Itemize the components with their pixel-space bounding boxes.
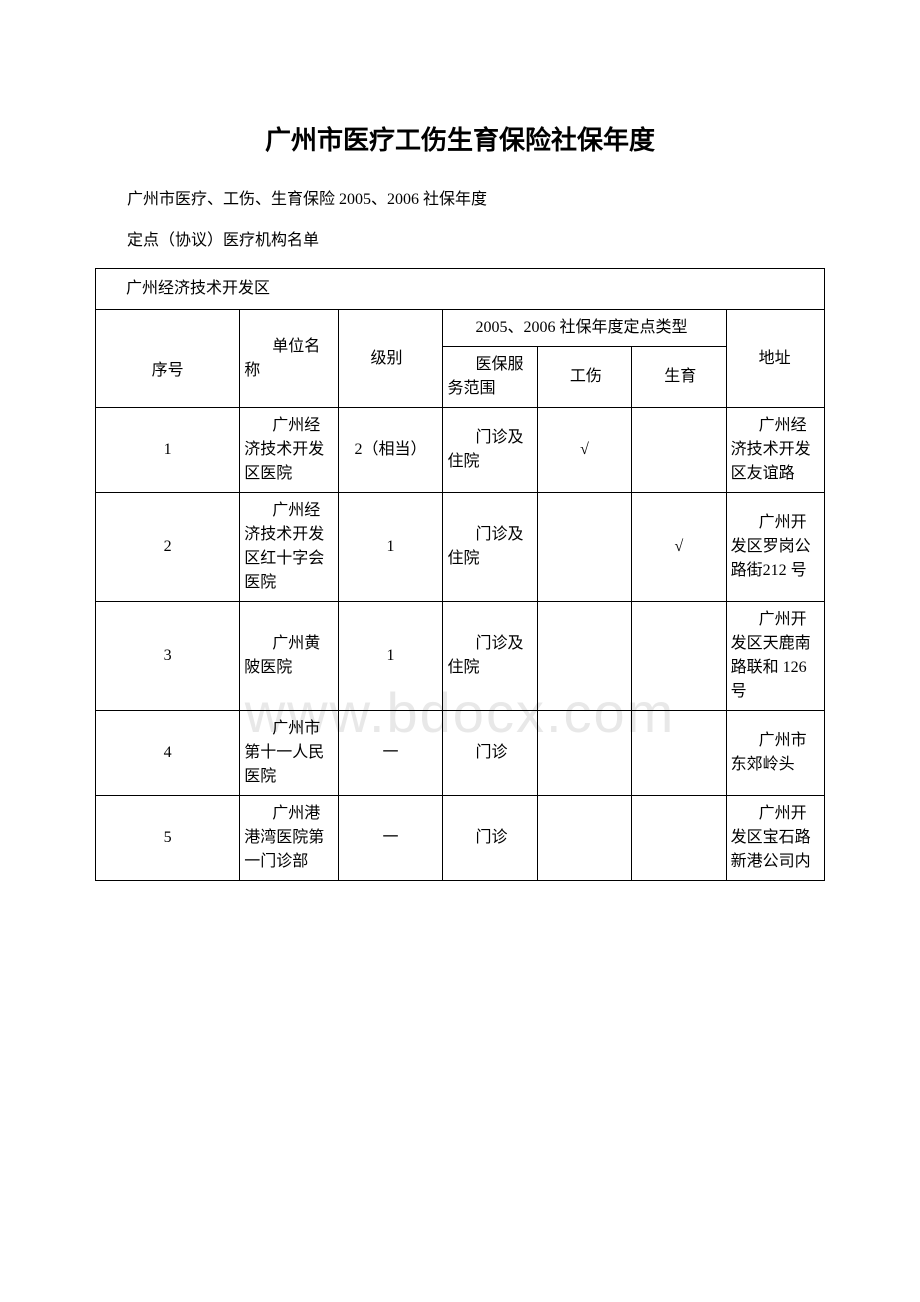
header-birth: 生育 <box>632 347 726 408</box>
subtitle-line-1: 广州市医疗、工伤、生育保险 2005、2006 社保年度 <box>95 187 825 213</box>
cell-name: 广州经济技术开发区医院 <box>240 408 338 493</box>
cell-level: 1 <box>338 602 443 711</box>
cell-name-text: 广州黄陂医院 <box>244 632 333 680</box>
header-birth-label: 生育 <box>636 365 721 389</box>
cell-addr: 广州开发区罗岗公路街212 号 <box>726 493 824 602</box>
cell-scope-text: 门诊及住院 <box>447 523 532 571</box>
cell-scope: 门诊 <box>443 711 537 796</box>
cell-name: 广州港港湾医院第一门诊部 <box>240 796 338 881</box>
cell-addr: 广州市东郊岭头 <box>726 711 824 796</box>
cell-scope: 门诊及住院 <box>443 493 537 602</box>
cell-level: 一 <box>338 711 443 796</box>
cell-name-text: 广州经济技术开发区红十字会医院 <box>244 499 333 595</box>
cell-scope-text: 门诊及住院 <box>447 426 532 474</box>
header-scope-label: 医保服务范围 <box>447 353 532 401</box>
cell-level: 一 <box>338 796 443 881</box>
cell-injury <box>537 493 631 602</box>
header-level: 级别 <box>338 310 443 408</box>
cell-addr-text: 广州经济技术开发区友谊路 <box>731 414 820 486</box>
hospital-table: 广州经济技术开发区 序号 单位名称 级别 2005、2006 社保年度定点类型 … <box>95 268 825 881</box>
region-row: 广州经济技术开发区 <box>96 269 825 310</box>
header-injury-label: 工伤 <box>542 365 627 389</box>
cell-addr-text: 广州开发区宝石路新港公司内 <box>731 802 820 874</box>
table-row: 4 广州市第十一人民医院 一 门诊 广州市东郊岭头 <box>96 711 825 796</box>
cell-injury <box>537 602 631 711</box>
cell-addr-text: 广州开发区罗岗公路街212 号 <box>731 511 820 583</box>
table-row: 2 广州经济技术开发区红十字会医院 1 门诊及住院 √ 广州开发区罗岗公路街21… <box>96 493 825 602</box>
cell-injury: √ <box>537 408 631 493</box>
header-type-group: 2005、2006 社保年度定点类型 <box>443 310 726 347</box>
document-content: 广州市医疗工伤生育保险社保年度 广州市医疗、工伤、生育保险 2005、2006 … <box>95 120 825 881</box>
cell-name: 广州市第十一人民医院 <box>240 711 338 796</box>
cell-seq: 2 <box>96 493 240 602</box>
cell-name: 广州黄陂医院 <box>240 602 338 711</box>
cell-scope-text: 门诊及住院 <box>447 632 532 680</box>
cell-level: 2（相当） <box>338 408 443 493</box>
table-row: 1 广州经济技术开发区医院 2（相当） 门诊及住院 √ 广州经济技术开发区友谊路 <box>96 408 825 493</box>
header-injury: 工伤 <box>537 347 631 408</box>
header-scope: 医保服务范围 <box>443 347 537 408</box>
subtitle-line-2: 定点（协议）医疗机构名单 <box>95 228 825 254</box>
region-cell: 广州经济技术开发区 <box>96 269 825 310</box>
cell-birth <box>632 408 726 493</box>
cell-seq: 5 <box>96 796 240 881</box>
cell-scope: 门诊及住院 <box>443 408 537 493</box>
table-row: 3 广州黄陂医院 1 门诊及住院 广州开发区天鹿南路联和 126号 <box>96 602 825 711</box>
cell-injury <box>537 711 631 796</box>
cell-addr: 广州经济技术开发区友谊路 <box>726 408 824 493</box>
header-addr: 地址 <box>726 310 824 408</box>
cell-seq: 3 <box>96 602 240 711</box>
header-level-label: 级别 <box>343 347 439 371</box>
cell-addr: 广州开发区天鹿南路联和 126号 <box>726 602 824 711</box>
cell-birth <box>632 602 726 711</box>
cell-addr-text: 广州市东郊岭头 <box>731 729 820 777</box>
cell-name: 广州经济技术开发区红十字会医院 <box>240 493 338 602</box>
header-name-label: 单位名称 <box>244 335 333 383</box>
cell-scope: 门诊 <box>443 796 537 881</box>
cell-birth: √ <box>632 493 726 602</box>
header-name: 单位名称 <box>240 310 338 408</box>
cell-seq: 4 <box>96 711 240 796</box>
cell-level: 1 <box>338 493 443 602</box>
cell-addr-text: 广州开发区天鹿南路联和 126号 <box>731 608 820 704</box>
cell-name-text: 广州市第十一人民医院 <box>244 717 333 789</box>
page-title: 广州市医疗工伤生育保险社保年度 <box>95 120 825 157</box>
cell-name-text: 广州港港湾医院第一门诊部 <box>244 802 333 874</box>
cell-birth <box>632 711 726 796</box>
cell-seq: 1 <box>96 408 240 493</box>
header-type-label: 2005、2006 社保年度定点类型 <box>447 316 721 340</box>
table-row: 5 广州港港湾医院第一门诊部 一 门诊 广州开发区宝石路新港公司内 <box>96 796 825 881</box>
cell-scope-text: 门诊 <box>447 826 532 850</box>
cell-name-text: 广州经济技术开发区医院 <box>244 414 333 486</box>
header-seq: 序号 <box>96 310 240 408</box>
cell-birth <box>632 796 726 881</box>
cell-scope: 门诊及住院 <box>443 602 537 711</box>
cell-injury <box>537 796 631 881</box>
cell-addr: 广州开发区宝石路新港公司内 <box>726 796 824 881</box>
header-seq-label: 序号 <box>152 362 184 379</box>
cell-scope-text: 门诊 <box>447 741 532 765</box>
header-addr-label: 地址 <box>731 347 820 371</box>
header-row-1: 序号 单位名称 级别 2005、2006 社保年度定点类型 地址 <box>96 310 825 347</box>
